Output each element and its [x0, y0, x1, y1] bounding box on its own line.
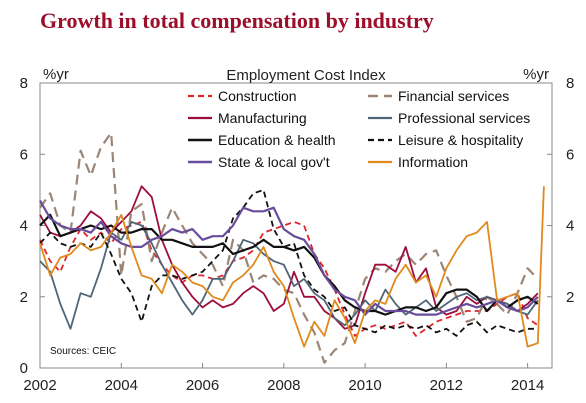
y-tick-label-left: 6 [20, 146, 28, 163]
legend-label-manufacturing: Manufacturing [218, 110, 307, 126]
series-line-information [39, 186, 545, 348]
series-line-state-local-gov-t [39, 200, 539, 316]
y-tick-label-right: 4 [566, 218, 574, 235]
y-tick-label-left: 2 [20, 289, 28, 306]
y-tick-label-left: 0 [20, 360, 28, 377]
x-tick-label: 2004 [105, 377, 138, 394]
legend: Construction Financial services Manufactur… [188, 88, 530, 170]
legend-label-state-local-gov-t: State & local gov't [218, 154, 330, 170]
x-tick-label: 2012 [430, 377, 463, 394]
x-tick-label: 2014 [511, 377, 544, 394]
y-axis-unit-right: %yr [523, 66, 549, 83]
series-line-manufacturing [39, 185, 539, 330]
x-tick-label: 2006 [186, 377, 219, 394]
chart-subtitle: Employment Cost Index [226, 67, 386, 84]
y-tick-label-left: 4 [20, 218, 28, 235]
legend-label-financial-services: Financial services [398, 88, 509, 104]
y-tick-label-right: 6 [566, 146, 574, 163]
legend-label-leisure-hospitality: Leisure & hospitality [398, 132, 523, 148]
y-tick-label-right: 8 [566, 75, 574, 92]
series-line-education-health [39, 213, 539, 316]
legend-label-professional-services: Professional services [398, 110, 530, 126]
x-tick-label: 2002 [23, 377, 56, 394]
chart-title: Growth in total compensation by industry [40, 8, 434, 33]
x-tick-label: 2008 [267, 377, 300, 394]
y-axis-unit-left: %yr [43, 66, 69, 83]
legend-label-information: Information [398, 154, 468, 170]
series-lines [39, 131, 545, 364]
y-tick-label-right: 2 [566, 289, 574, 306]
source-note: Sources: CEIC [50, 346, 116, 357]
legend-label-education-health: Education & health [218, 132, 336, 148]
series-line-financial-services [39, 131, 539, 364]
legend-label-construction: Construction [218, 88, 297, 104]
series-line-leisure-hospitality [39, 188, 538, 337]
series-line-construction [39, 220, 539, 337]
series-line-professional-services [39, 220, 539, 330]
x-tick-label: 2010 [348, 377, 381, 394]
y-tick-label-left: 8 [20, 75, 28, 92]
